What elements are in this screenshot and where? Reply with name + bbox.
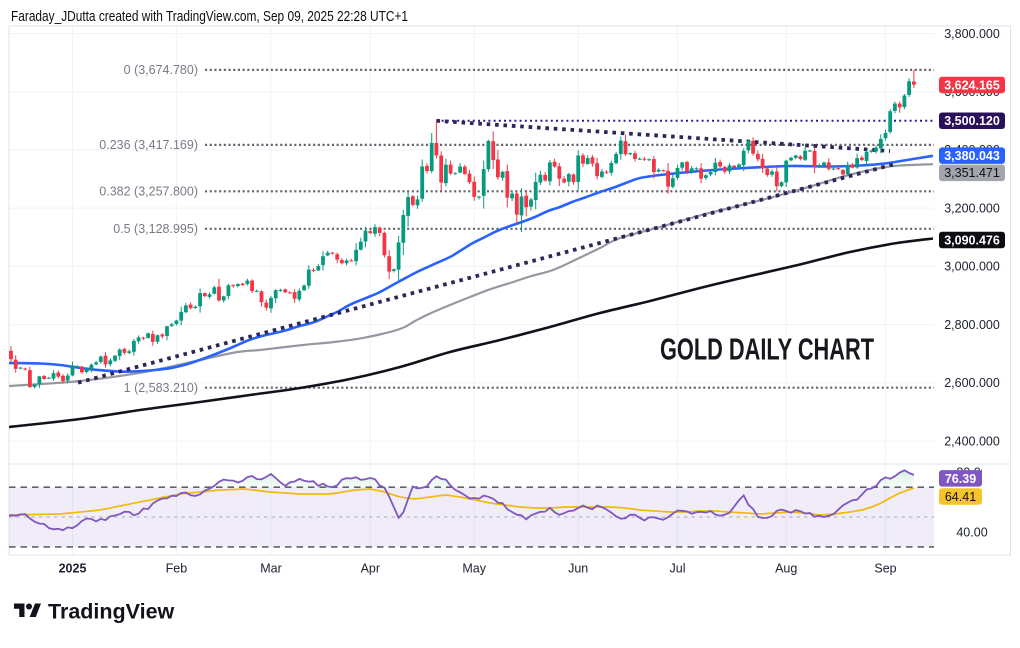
svg-text:3,351.471: 3,351.471 bbox=[944, 166, 1000, 180]
svg-text:2,400.000: 2,400.000 bbox=[944, 434, 1000, 448]
svg-text:40.00: 40.00 bbox=[956, 525, 987, 539]
svg-text:Jul: Jul bbox=[670, 562, 686, 576]
svg-text:64.41: 64.41 bbox=[945, 490, 976, 504]
svg-text:76.39: 76.39 bbox=[945, 472, 976, 486]
svg-text:3,380.043: 3,380.043 bbox=[944, 149, 1000, 163]
svg-text:Apr: Apr bbox=[361, 562, 380, 576]
svg-text:Sep: Sep bbox=[874, 562, 896, 576]
svg-text:0.382 (3,257.800): 0.382 (3,257.800) bbox=[99, 185, 198, 199]
svg-text:1 (2,583.210): 1 (2,583.210) bbox=[124, 381, 198, 395]
svg-text:May: May bbox=[462, 562, 486, 576]
svg-text:3,000.000: 3,000.000 bbox=[944, 260, 1000, 274]
svg-text:Feb: Feb bbox=[166, 562, 188, 576]
svg-text:GOLD DAILY CHART: GOLD DAILY CHART bbox=[660, 332, 874, 367]
svg-text:0 (3,674.780): 0 (3,674.780) bbox=[124, 63, 198, 77]
svg-text:0.236 (3,417.169): 0.236 (3,417.169) bbox=[99, 138, 198, 152]
svg-text:Aug: Aug bbox=[775, 562, 797, 576]
svg-text:TradingView: TradingView bbox=[48, 600, 175, 624]
svg-text:3,090.476: 3,090.476 bbox=[944, 233, 1000, 247]
svg-text:3,500.120: 3,500.120 bbox=[944, 114, 1000, 128]
svg-text:3,624.165: 3,624.165 bbox=[944, 79, 1000, 93]
svg-text:3,200.000: 3,200.000 bbox=[944, 201, 1000, 215]
svg-text:Jun: Jun bbox=[568, 562, 588, 576]
svg-text:Mar: Mar bbox=[260, 562, 282, 576]
svg-text:Faraday_JDutta created with Tr: Faraday_JDutta created with TradingView.… bbox=[11, 8, 408, 25]
svg-text:3,800.000: 3,800.000 bbox=[944, 27, 1000, 41]
svg-text:2,600.000: 2,600.000 bbox=[944, 376, 1000, 390]
svg-text:2025: 2025 bbox=[59, 562, 87, 576]
svg-text:2,800.000: 2,800.000 bbox=[944, 318, 1000, 332]
svg-text:0.5 (3,128.995): 0.5 (3,128.995) bbox=[113, 222, 198, 236]
